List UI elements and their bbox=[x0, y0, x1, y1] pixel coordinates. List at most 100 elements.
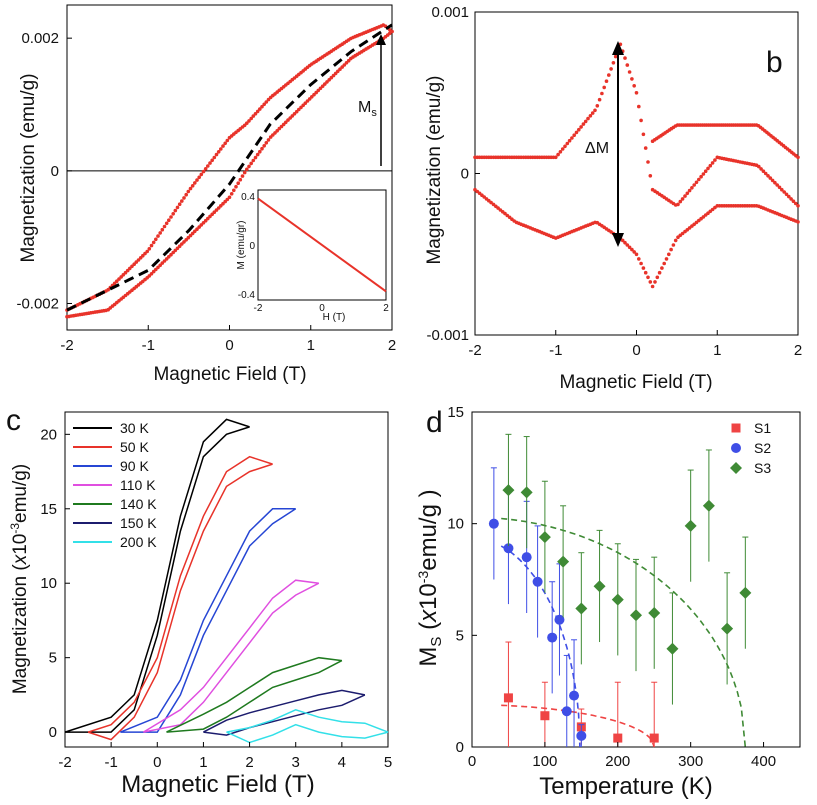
loop-upper-point bbox=[149, 243, 154, 248]
loop-upper-point bbox=[197, 175, 201, 180]
curve-30K-down bbox=[65, 426, 250, 733]
panel-a-x-tick-label: 1 bbox=[307, 337, 315, 354]
curve-110K-down bbox=[143, 582, 320, 733]
loop-upper-point bbox=[193, 181, 197, 185]
loop-upper-point bbox=[162, 224, 167, 229]
curve-90K-up bbox=[120, 508, 296, 733]
delta-m-arrow-head-bottom bbox=[612, 233, 624, 247]
upper-branch-point bbox=[590, 111, 595, 115]
loop-lower-point bbox=[303, 101, 308, 105]
loop-upper-point bbox=[266, 97, 271, 102]
inset-ylabel: M (emu/gr) bbox=[236, 221, 247, 270]
loop-lower-point bbox=[245, 167, 249, 172]
ms-label: Ms bbox=[358, 99, 377, 119]
point-S2 bbox=[488, 518, 499, 529]
loop-upper-point bbox=[175, 205, 180, 210]
loop-upper-point bbox=[186, 189, 191, 194]
loop-upper-point bbox=[212, 155, 217, 160]
point-S2 bbox=[561, 706, 572, 717]
upper-branch-point bbox=[692, 183, 696, 187]
upper-branch-point bbox=[703, 169, 708, 173]
panel-a-x-tick-label: 0 bbox=[225, 337, 233, 354]
loop-upper-point bbox=[117, 277, 121, 281]
panel-c-curves bbox=[64, 418, 389, 744]
panel-b-x-tick-label: 1 bbox=[713, 342, 721, 359]
panel-d-ticks: 0 100 200 300 400 0 5 10 15 bbox=[447, 404, 776, 770]
legend-label: S1 bbox=[754, 420, 771, 436]
upper-branch-point bbox=[789, 197, 793, 201]
loop-upper-point bbox=[221, 144, 225, 148]
loop-lower-point bbox=[232, 188, 236, 193]
panel-c-xlabel: Magnetic Field (T) bbox=[121, 771, 314, 798]
upper-branch-point bbox=[611, 61, 616, 65]
inset-x-tick-label: 2 bbox=[383, 303, 389, 314]
inset-x-tick-label: 0 bbox=[319, 303, 325, 314]
upper-branch-point bbox=[780, 187, 784, 192]
panel-a-curves bbox=[65, 23, 394, 319]
loop-lower-point bbox=[227, 195, 232, 200]
lower-branch-point bbox=[625, 243, 630, 247]
panel-b-x-tick-label: 2 bbox=[794, 342, 802, 359]
panel-d-x-tick-label: 300 bbox=[678, 753, 703, 770]
upper-branch-point bbox=[643, 146, 648, 150]
upper-branch-point bbox=[577, 127, 581, 132]
loop-lower-point bbox=[255, 152, 260, 157]
upper-branch-point bbox=[627, 70, 632, 74]
panel-d-fits bbox=[500, 517, 747, 748]
loop-lower-point bbox=[284, 120, 288, 125]
upper-branch-point bbox=[690, 186, 694, 190]
loop-lower-point bbox=[264, 141, 269, 145]
panel-a: -2 -1 0 1 2 -0.002 0 0.002 Magnetic Field (T) M… bbox=[16, 4, 396, 385]
loop-upper-point bbox=[160, 227, 165, 232]
point-S3 bbox=[538, 531, 551, 544]
upper-branch-point bbox=[683, 194, 687, 198]
upper-branch-point bbox=[796, 204, 800, 208]
upper-branch-point bbox=[609, 67, 613, 71]
loop-lower-point bbox=[249, 161, 253, 166]
upper-branch-point bbox=[632, 84, 636, 88]
panel-c-x-tick-label: 4 bbox=[338, 754, 346, 771]
point-S3 bbox=[575, 602, 588, 615]
upper-branch-point bbox=[595, 104, 600, 108]
panel-a-x-tick-label: 2 bbox=[388, 337, 396, 354]
delta-m-label: ΔM bbox=[585, 140, 609, 157]
panel-b-frame bbox=[474, 11, 799, 336]
upper-branch-point bbox=[687, 188, 692, 193]
panel-b-ylabel: Magnetization (emu/g) bbox=[424, 75, 445, 264]
curve-140K-down bbox=[166, 659, 343, 733]
loop-upper-point bbox=[164, 221, 169, 226]
inset-content: -2 0 2 0.4 0 -0.4 bbox=[238, 192, 389, 314]
legend-label: 90 K bbox=[120, 458, 149, 474]
panel-a-y-tick-label: -0.002 bbox=[16, 295, 59, 312]
panel-c-y-tick-label: 15 bbox=[40, 501, 57, 518]
loop-upper-point bbox=[171, 212, 175, 216]
curve-50K-down bbox=[87, 463, 273, 741]
upper-branch-point bbox=[676, 202, 680, 207]
panel-a-xlabel: Magnetic Field (T) bbox=[153, 364, 306, 385]
loop-lower-point bbox=[260, 146, 264, 151]
loop-upper-point bbox=[258, 107, 262, 111]
loop-lower-point bbox=[331, 73, 336, 78]
loop-upper-point bbox=[199, 172, 204, 177]
legend-marker bbox=[730, 462, 742, 474]
loop-upper-point bbox=[264, 100, 269, 104]
loop-upper-point bbox=[147, 247, 152, 251]
loop-upper-point bbox=[201, 169, 206, 174]
loop-lower-point bbox=[247, 164, 251, 169]
panel-c-x-tick-label: -1 bbox=[104, 754, 117, 771]
panel-d-frame bbox=[471, 411, 801, 748]
lower-branch-point bbox=[620, 238, 625, 243]
loop-lower-point bbox=[258, 149, 262, 154]
legend-label: 30 K bbox=[120, 420, 149, 436]
panel-b-y-tick-label: 0 bbox=[461, 166, 469, 183]
loop-upper-point bbox=[247, 119, 251, 123]
upper-branch-point bbox=[701, 172, 706, 176]
loop-upper-point bbox=[214, 152, 219, 157]
lower-branch-point bbox=[657, 270, 662, 275]
loop-lower-point bbox=[323, 82, 327, 86]
panel-b-x-tick-label: -2 bbox=[468, 342, 481, 359]
upper-branch-point bbox=[770, 178, 775, 183]
upper-branch-point bbox=[646, 160, 650, 164]
upper-branch-point bbox=[630, 77, 634, 81]
loop-upper-point bbox=[151, 240, 156, 245]
